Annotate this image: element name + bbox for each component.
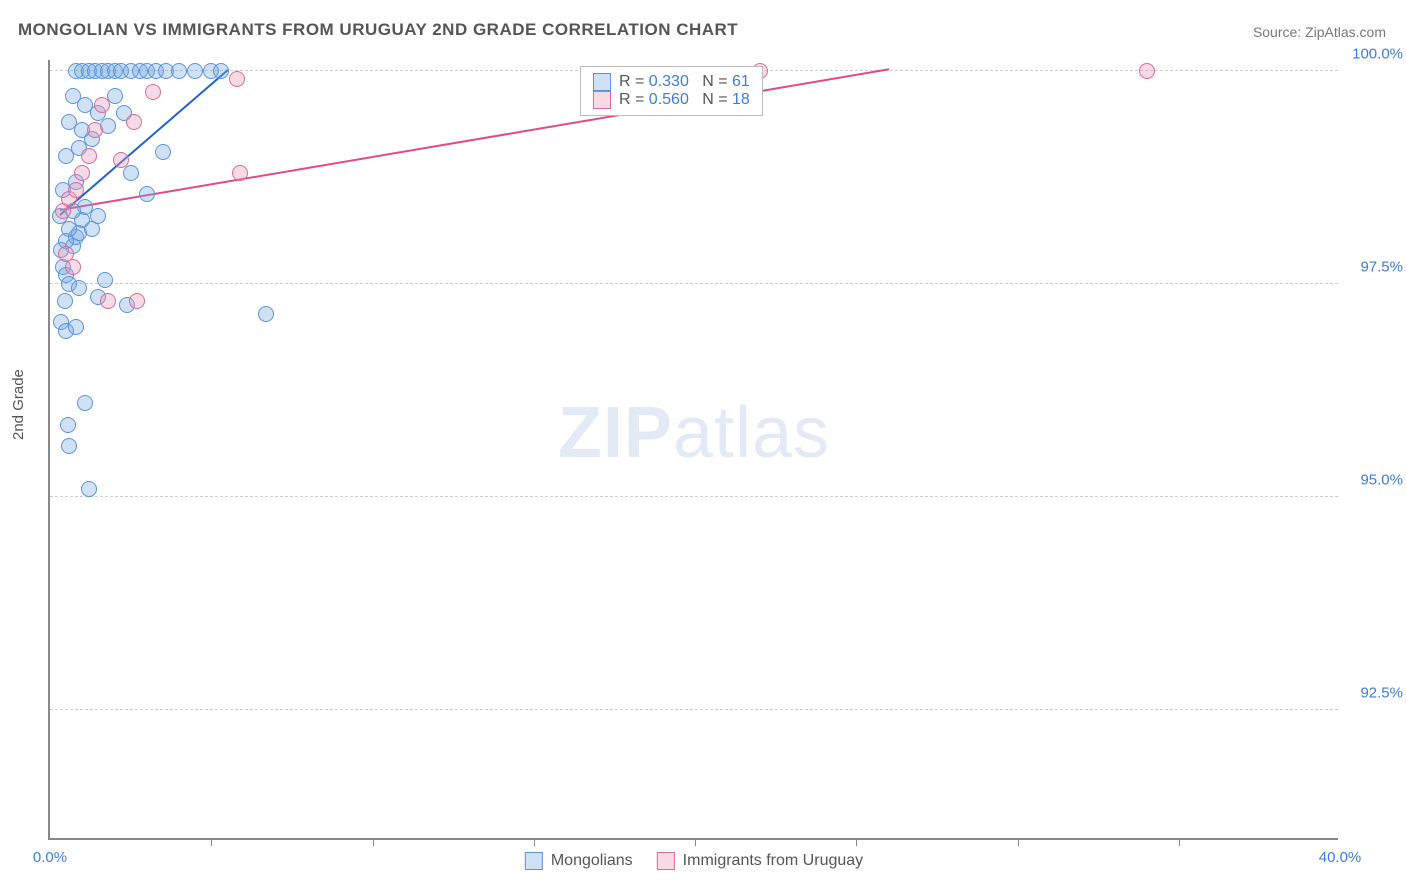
data-point: [71, 280, 87, 296]
data-point: [61, 221, 77, 237]
data-point: [155, 144, 171, 160]
data-point: [126, 114, 142, 130]
gridline-h: [50, 496, 1338, 497]
data-point: [123, 165, 139, 181]
data-point: [87, 122, 103, 138]
legend-row: R = 0.330 N = 61: [593, 73, 750, 91]
x-tick: [1179, 838, 1180, 846]
y-axis-label: 2nd Grade: [10, 369, 27, 440]
data-point: [65, 259, 81, 275]
data-point: [129, 293, 145, 309]
legend-row: R = 0.560 N = 18: [593, 91, 750, 109]
data-point: [97, 272, 113, 288]
data-point: [171, 63, 187, 79]
legend-stats: R = 0.560 N = 18: [619, 91, 750, 109]
legend-swatch: [657, 852, 675, 870]
y-tick-label: 97.5%: [1360, 258, 1403, 275]
data-point: [74, 165, 90, 181]
data-point: [232, 165, 248, 181]
legend-swatch: [525, 852, 543, 870]
legend-item: Immigrants from Uruguay: [657, 852, 864, 870]
data-point: [81, 148, 97, 164]
legend-item: Mongolians: [525, 852, 633, 870]
x-tick: [534, 838, 535, 846]
data-point: [68, 319, 84, 335]
watermark-light: atlas: [673, 393, 830, 473]
data-point: [61, 438, 77, 454]
source-label: Source:: [1253, 24, 1305, 40]
data-point: [100, 293, 116, 309]
data-point: [258, 306, 274, 322]
legend-swatch: [593, 91, 611, 109]
trend-line: [60, 69, 889, 212]
x-tick: [373, 838, 374, 846]
plot-area: ZIPatlas 92.5%95.0%97.5%100.0%0.0%40.0%R…: [48, 60, 1338, 840]
data-point: [229, 71, 245, 87]
series-legend: Mongolians Immigrants from Uruguay: [525, 852, 863, 870]
data-point: [1139, 63, 1155, 79]
x-tick-label: 0.0%: [33, 849, 67, 866]
data-point: [77, 395, 93, 411]
data-point: [81, 481, 97, 497]
x-tick-label: 40.0%: [1319, 849, 1362, 866]
watermark: ZIPatlas: [558, 392, 830, 474]
chart-title: MONGOLIAN VS IMMIGRANTS FROM URUGUAY 2ND…: [18, 20, 738, 40]
x-tick: [211, 838, 212, 846]
legend-swatch: [593, 73, 611, 91]
x-tick: [856, 838, 857, 846]
gridline-h: [50, 283, 1338, 284]
x-tick: [695, 838, 696, 846]
data-point: [68, 182, 84, 198]
watermark-bold: ZIP: [558, 393, 673, 473]
data-point: [94, 97, 110, 113]
source-line: Source: ZipAtlas.com: [1253, 24, 1386, 40]
y-tick-label: 100.0%: [1352, 45, 1403, 62]
data-point: [60, 417, 76, 433]
legend-stats: R = 0.330 N = 61: [619, 73, 750, 91]
correlation-legend: R = 0.330 N = 61R = 0.560 N = 18: [580, 66, 763, 116]
legend-label: Immigrants from Uruguay: [683, 852, 864, 870]
data-point: [113, 152, 129, 168]
source-link[interactable]: ZipAtlas.com: [1305, 24, 1386, 40]
x-tick: [1018, 838, 1019, 846]
data-point: [57, 293, 73, 309]
data-point: [90, 208, 106, 224]
gridline-h: [50, 709, 1338, 710]
data-point: [139, 186, 155, 202]
y-tick-label: 92.5%: [1360, 685, 1403, 702]
data-point: [213, 63, 229, 79]
legend-label: Mongolians: [551, 852, 633, 870]
y-tick-label: 95.0%: [1360, 472, 1403, 489]
data-point: [187, 63, 203, 79]
data-point: [145, 84, 161, 100]
